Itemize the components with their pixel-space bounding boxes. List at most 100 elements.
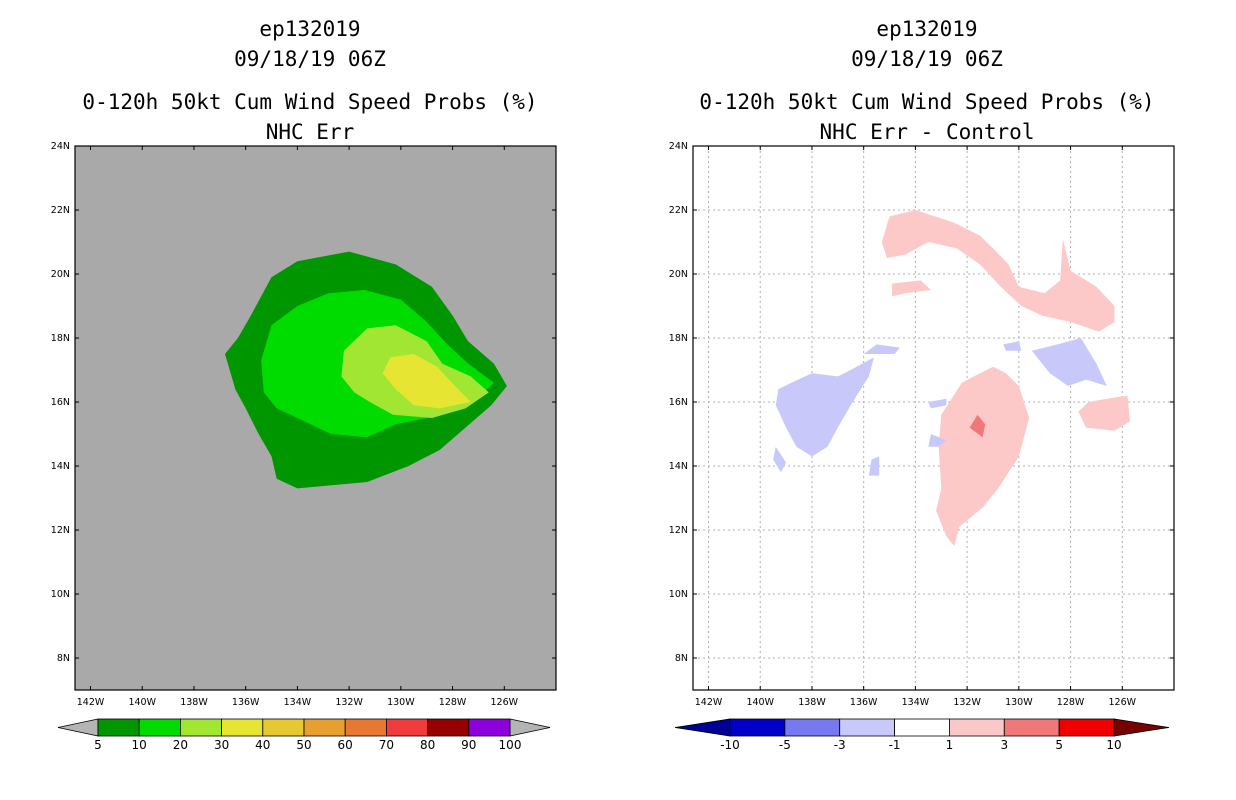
right-y-tick-label-0: 8N	[675, 653, 688, 664]
right-x-tick-label-6: 130W	[1005, 697, 1033, 708]
left-x-tick-label-2: 138W	[180, 697, 208, 708]
right-colorbar-label-1: -5	[779, 738, 791, 752]
right-plot-background	[693, 146, 1174, 690]
left-x-tick-label-7: 128W	[439, 697, 467, 708]
right-y-tick-label-7: 22N	[669, 205, 688, 216]
left-colorbar-segment-2	[179, 718, 222, 737]
right-colorbar-label-6: 5	[1055, 738, 1063, 752]
right-y-tick-label-6: 20N	[669, 269, 688, 280]
right-x-tick-label-4: 134W	[902, 697, 930, 708]
right-colorbar-segment-0	[729, 718, 786, 737]
left-plot-frame	[74, 145, 557, 691]
right-x-tick-label-1: 140W	[746, 697, 774, 708]
right-x-tick-label-3: 136W	[850, 697, 878, 708]
right-x-tick-label-7: 128W	[1057, 697, 1085, 708]
right-colorbar-segment-6	[1058, 718, 1115, 737]
left-y-tick-label-1: 10N	[51, 589, 70, 600]
left-contour-1	[261, 290, 494, 438]
right-colorbar-arrow-right	[1113, 718, 1170, 737]
left-colorbar-label-10: 100	[499, 738, 522, 752]
right-colorbar-segment-2	[839, 718, 895, 737]
left-colorbar-label-4: 40	[255, 738, 270, 752]
right-contour-11	[868, 456, 880, 476]
right-y-tick-label-3: 14N	[669, 461, 688, 472]
right-y-tick-label-1: 10N	[669, 589, 688, 600]
left-colorbar-arrow-left	[57, 718, 99, 737]
left-colorbar-label-1: 10	[132, 738, 147, 752]
right-y-tick-label-2: 12N	[669, 525, 688, 536]
left-colorbar-segment-7	[385, 718, 428, 737]
left-title-storm-id: ep132019	[259, 17, 361, 41]
left-colorbar-label-7: 70	[379, 738, 394, 752]
right-contour-6	[1031, 338, 1107, 386]
left-colorbar-segment-8	[427, 718, 470, 737]
left-contour-3	[382, 354, 471, 409]
right-contour-4	[969, 414, 986, 438]
right-x-tick-label-0: 142W	[695, 697, 723, 708]
left-contour-2	[341, 325, 489, 418]
right-title-date: 09/18/19 06Z	[851, 47, 1003, 71]
right-contour-3	[1078, 395, 1130, 431]
left-y-tick-label-3: 14N	[51, 461, 70, 472]
right-title-subtitle: NHC Err - Control	[819, 120, 1035, 144]
left-colorbar-segment-1	[138, 718, 181, 737]
left-colorbar-segment-4	[262, 718, 305, 737]
right-plot-frame	[692, 145, 1175, 691]
right-colorbar-label-0: -10	[720, 738, 740, 752]
right-contour-7	[863, 344, 900, 354]
left-colorbar-segment-9	[468, 718, 511, 737]
left-colorbar-label-6: 60	[338, 738, 353, 752]
right-colorbar-label-2: -3	[834, 738, 846, 752]
right-contour-10	[773, 446, 787, 473]
left-x-tick-label-3: 136W	[232, 697, 260, 708]
left-y-tick-label-2: 12N	[51, 525, 70, 536]
right-y-tick-label-4: 16N	[669, 397, 688, 408]
left-colorbar-segment-5	[303, 718, 346, 737]
right-title-product: 0-120h 50kt Cum Wind Speed Probs (%)	[699, 90, 1155, 114]
right-contour-2	[936, 366, 1030, 546]
right-contour-0	[881, 210, 1115, 332]
right-colorbar-segment-1	[784, 718, 841, 737]
left-colorbar-segment-6	[344, 718, 387, 737]
left-y-tick-label-0: 8N	[57, 653, 70, 664]
left-colorbar-label-5: 50	[296, 738, 311, 752]
left-colorbar-label-0: 5	[94, 738, 102, 752]
left-y-tick-label-6: 20N	[51, 269, 70, 280]
right-y-tick-label-5: 18N	[669, 333, 688, 344]
right-contour-9	[1003, 341, 1022, 351]
left-x-tick-label-8: 126W	[491, 697, 519, 708]
right-x-tick-label-8: 126W	[1109, 697, 1137, 708]
left-colorbar-segment-0	[97, 718, 140, 737]
left-title-product: 0-120h 50kt Cum Wind Speed Probs (%)	[82, 90, 538, 114]
left-colorbar-label-3: 30	[214, 738, 229, 752]
right-colorbar-label-7: 10	[1106, 738, 1121, 752]
right-x-tick-label-5: 132W	[953, 697, 981, 708]
left-y-tick-label-4: 16N	[51, 397, 70, 408]
right-colorbar-segment-4	[949, 718, 1005, 737]
right-contour-1	[892, 280, 931, 297]
left-title-subtitle: NHC Err	[265, 120, 355, 144]
right-colorbar-label-5: 3	[1000, 738, 1008, 752]
left-x-tick-label-5: 132W	[335, 697, 363, 708]
left-plot-background	[75, 146, 556, 690]
right-colorbar-segment-5	[1003, 718, 1060, 737]
left-colorbar-segment-3	[221, 718, 264, 737]
left-x-tick-label-1: 140W	[128, 697, 156, 708]
right-contour-5	[775, 357, 874, 457]
right-colorbar-label-4: 1	[946, 738, 954, 752]
left-colorbar-label-8: 80	[420, 738, 435, 752]
right-colorbar-segment-3	[894, 718, 950, 737]
left-x-tick-label-0: 142W	[77, 697, 105, 708]
right-colorbar-label-3: -1	[889, 738, 901, 752]
left-contour-0	[225, 251, 507, 489]
left-x-tick-label-6: 130W	[387, 697, 415, 708]
left-colorbar-label-9: 90	[461, 738, 476, 752]
right-colorbar-arrow-left	[674, 718, 731, 737]
left-colorbar-label-2: 20	[173, 738, 188, 752]
left-y-tick-label-5: 18N	[51, 333, 70, 344]
left-colorbar-arrow-right	[509, 718, 551, 737]
left-y-tick-label-7: 22N	[51, 205, 70, 216]
left-x-tick-label-4: 134W	[284, 697, 312, 708]
right-contour-8	[928, 434, 947, 447]
right-x-tick-label-2: 138W	[798, 697, 826, 708]
